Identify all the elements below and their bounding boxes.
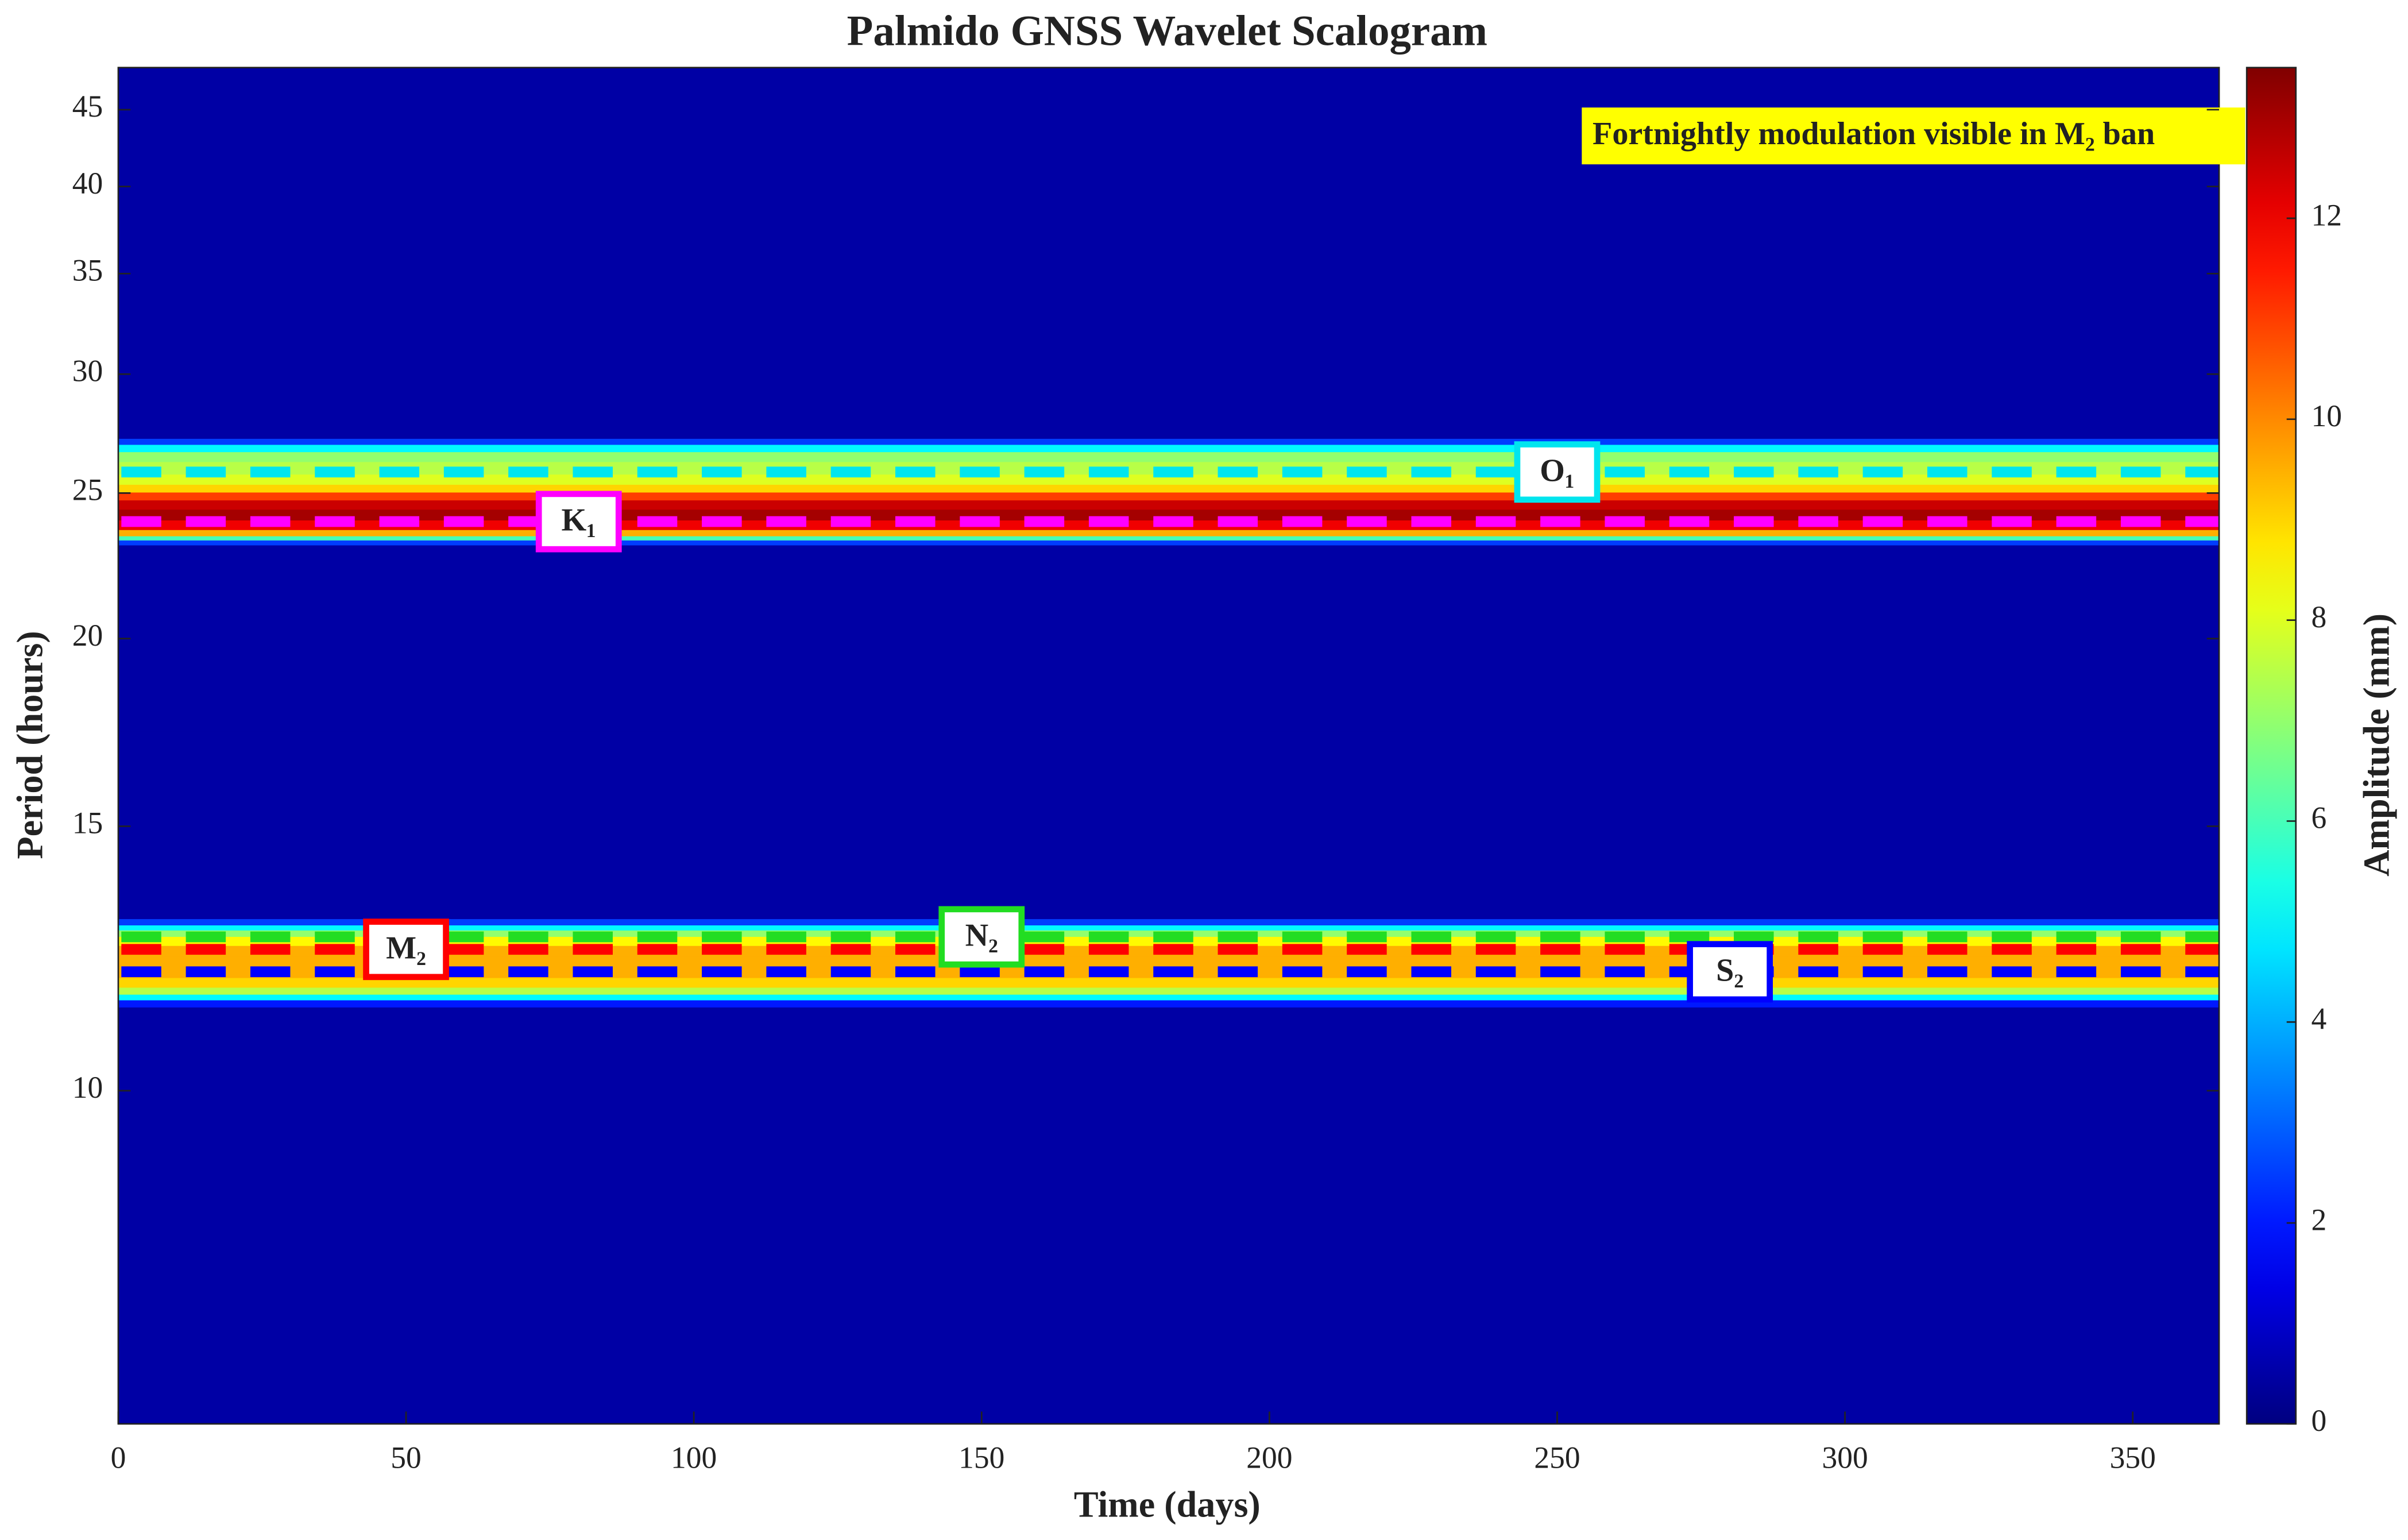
scalogram-row: [118, 730, 2220, 920]
constituent-tag-box: [1687, 941, 1773, 1003]
scalogram-row: [118, 924, 2220, 931]
x-tick-label: 50: [391, 1440, 421, 1475]
scalogram-row: [118, 491, 2220, 501]
y-tick-label: 45: [72, 89, 103, 123]
x-tick-label: 150: [958, 1440, 1004, 1475]
scalogram-row: [118, 437, 2220, 445]
x-tick-label: 0: [111, 1440, 126, 1475]
constituent-tag-box: [1514, 441, 1601, 503]
x-tick-label: 300: [1822, 1440, 1868, 1475]
constituent-tag: M₂: [386, 930, 426, 966]
colorbar-tick-label: 0: [2311, 1403, 2326, 1438]
plot-frame: [117, 67, 2220, 1425]
constituent-tag: S₂: [1716, 952, 1744, 988]
colorbar-tick-label: 10: [2311, 399, 2341, 433]
scalogram-row: [118, 543, 2220, 732]
scalogram-row: [118, 534, 2220, 541]
y-tick-label: 20: [72, 618, 103, 653]
scalogram-row: [118, 528, 2220, 537]
y-tick-label: 40: [72, 166, 103, 200]
colorbar: [2245, 67, 2297, 1425]
scalogram-row: [118, 450, 2220, 462]
y-tick-label: 15: [72, 806, 103, 840]
colorbar-tick-label: 2: [2311, 1202, 2326, 1237]
scalogram-row: [118, 1217, 2220, 1424]
constituent-tag-box: [363, 918, 449, 981]
y-axis-label: Period (hours): [10, 631, 51, 859]
constituent-tag-box: [535, 491, 622, 553]
y-tick-label: 35: [72, 253, 103, 288]
y-tick-label: 30: [72, 354, 103, 388]
scalogram-row: [118, 917, 2220, 926]
y-tick-label: 10: [72, 1070, 103, 1105]
annotation-box: [1582, 107, 2245, 165]
colorbar-tick-label: 4: [2311, 1001, 2326, 1036]
constituent-tag: K₁: [561, 503, 596, 538]
scalogram-row: [118, 443, 2220, 453]
scalogram: [118, 67, 2220, 1424]
scalogram-row: [118, 483, 2220, 493]
scalogram-row: [118, 250, 2220, 439]
x-tick-label: 200: [1246, 1440, 1292, 1475]
colorbar-tick-label: 8: [2311, 600, 2326, 634]
colorbar-label: Amplitude (mm): [2356, 613, 2397, 877]
scalogram-row: [118, 499, 2220, 510]
constituent-tag: O₁: [1540, 453, 1575, 488]
annotation: Fortnightly modulation visible in M₂ ban: [1593, 116, 2155, 152]
scalogram-row: [118, 1006, 2220, 1218]
x-tick-label: 100: [671, 1440, 717, 1475]
x-tick-label: 350: [2110, 1440, 2156, 1475]
constituent-tag: N₂: [965, 918, 998, 954]
x-axis-label: Time (days): [1074, 1484, 1261, 1525]
y-tick-label: 25: [72, 473, 103, 507]
chart-title: Palmido GNSS Wavelet Scalogram: [847, 7, 1487, 55]
constituent-tag-box: [938, 906, 1025, 968]
constituent-lines: [121, 466, 2220, 978]
colorbar-tick-label: 12: [2311, 198, 2341, 232]
colorbar-tick-label: 6: [2311, 801, 2326, 835]
x-tick-label: 250: [1534, 1440, 1580, 1475]
scalogram-row: [118, 539, 2220, 546]
annotation-group: Fortnightly modulation visible in M₂ ban: [1582, 107, 2245, 165]
